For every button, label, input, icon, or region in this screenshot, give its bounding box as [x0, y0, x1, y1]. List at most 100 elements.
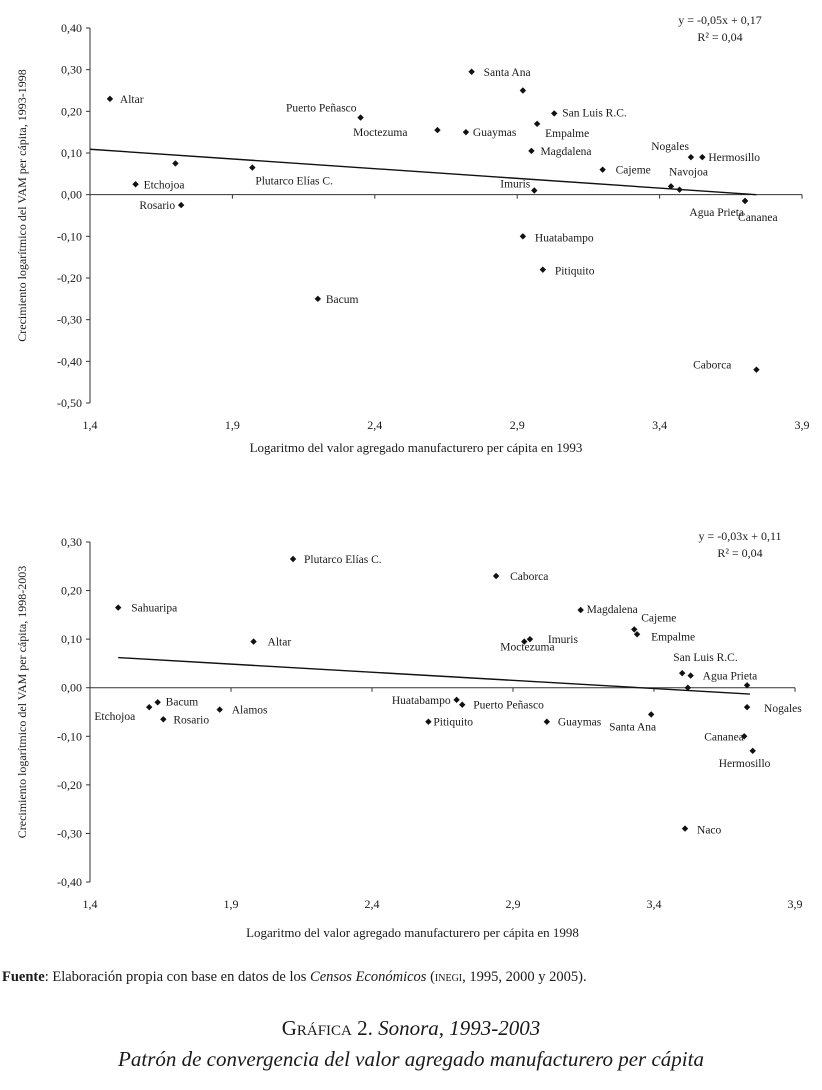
y-tick-label: -0,10 — [57, 229, 82, 243]
point-label: Naco — [697, 825, 722, 837]
data-point — [289, 555, 297, 563]
point-label: San Luis R.C. — [673, 652, 738, 664]
scatter-chart-1998-2003: 0,30 0,20 0,10 0,00 -0,10 -0,20 -0,30 -0,401,4 1… — [15, 529, 803, 940]
point-label: Rosario — [173, 714, 209, 726]
point-label: Santa Ana — [609, 721, 656, 733]
point-label: Hermosillo — [708, 152, 760, 164]
y-tick-label: 0,40 — [61, 21, 82, 35]
data-point — [177, 201, 185, 209]
data-point — [462, 128, 470, 136]
data-point — [115, 604, 122, 611]
data-point — [753, 366, 760, 373]
trend-equation: y = -0,03x + 0,11 — [698, 529, 781, 543]
data-point — [741, 197, 749, 205]
point-label: Alamos — [232, 705, 268, 717]
data-point — [647, 711, 655, 718]
x-tick-label: 1,4 — [83, 897, 98, 911]
data-point — [459, 701, 466, 708]
data-point — [146, 703, 153, 711]
point-label: Bacum — [166, 696, 199, 708]
point-label: Moctezuma — [353, 127, 407, 139]
point-label: Pitiquito — [555, 266, 595, 278]
y-axis-title: Crecimiento logarítmico del VAM per cápi… — [15, 566, 29, 839]
figure-caption-title: Sonora, 1993-2003 — [378, 1016, 541, 1040]
data-point — [314, 295, 322, 303]
point-label: Pitiquito — [433, 717, 473, 729]
point-label: Caborca — [510, 571, 548, 583]
point-label: Santa Ana — [484, 67, 531, 79]
source-org: INEGI — [434, 969, 463, 985]
point-label: Huatabampo — [535, 232, 594, 244]
y-tick-label: -0,40 — [57, 875, 82, 889]
point-label: Cananea — [704, 731, 744, 743]
y-tick-label: -0,50 — [57, 396, 82, 410]
point-label: Empalme — [545, 128, 589, 140]
point-label: Plutarco Elías C. — [304, 554, 382, 566]
data-point — [250, 638, 257, 645]
trend-r-squared: R² = 0,04 — [717, 546, 762, 560]
x-tick-label: 1,4 — [83, 418, 98, 432]
y-tick-label: 0,30 — [61, 535, 82, 549]
x-tick-label: 3,9 — [788, 897, 803, 911]
data-point — [543, 718, 551, 725]
x-tick-label: 2,4 — [365, 897, 380, 911]
data-point — [633, 631, 641, 638]
data-point — [676, 186, 683, 193]
data-point — [357, 114, 364, 121]
point-label: Etchojoa — [144, 179, 185, 191]
figure-caption-label: Gráfica 2. — [281, 1016, 373, 1040]
data-point — [687, 672, 694, 679]
y-tick-label: -0,10 — [57, 729, 82, 743]
x-axis-title: Logaritmo del valor agregado manufacture… — [246, 925, 579, 940]
source-text-after: , 1995, 2000 y 2005). — [462, 969, 587, 985]
data-point — [749, 747, 756, 755]
x-tick-label: 2,9 — [510, 418, 525, 432]
data-point — [631, 626, 638, 633]
data-point — [160, 716, 167, 723]
figure-caption: Gráfica 2. Sonora, 1993-2003 — [0, 1016, 822, 1041]
source-italic-title: Censos Económicos — [310, 969, 427, 985]
y-tick-label: -0,20 — [57, 271, 82, 285]
data-point — [743, 703, 751, 711]
data-point — [519, 87, 527, 94]
data-point — [492, 572, 500, 580]
data-point — [526, 635, 534, 643]
data-point — [154, 699, 161, 706]
y-tick-label: -0,20 — [57, 778, 82, 792]
data-point — [681, 825, 689, 832]
point-label: Guaymas — [558, 717, 602, 729]
x-tick-label: 1,9 — [225, 418, 240, 432]
data-point — [699, 153, 706, 161]
point-label: Rosario — [139, 200, 175, 212]
data-point — [521, 638, 528, 645]
y-tick-label: -0,30 — [57, 826, 82, 840]
point-label: Altar — [268, 637, 292, 649]
data-point — [216, 706, 223, 713]
data-point — [687, 153, 695, 161]
y-tick-label: 0,00 — [61, 188, 82, 202]
data-point — [519, 233, 527, 240]
data-point — [599, 166, 606, 173]
point-label: Cajeme — [616, 165, 651, 177]
point-label: Moctezuma — [500, 642, 554, 654]
x-tick-label: 3,4 — [652, 418, 667, 432]
data-point — [132, 181, 139, 188]
data-point — [172, 160, 179, 167]
point-label: Guaymas — [473, 127, 517, 139]
data-point — [577, 606, 584, 614]
point-label: Nogales — [764, 703, 802, 715]
x-axis-title: Logaritmo del valor agregado manufacture… — [250, 440, 583, 455]
x-tick-label: 3,4 — [647, 897, 662, 911]
point-label: Imuris — [500, 179, 531, 191]
point-label: Magdalena — [587, 604, 638, 616]
point-label: Cajeme — [641, 612, 676, 624]
x-tick-label: 3,9 — [795, 418, 810, 432]
y-tick-label: 0,20 — [61, 104, 82, 118]
y-tick-label: 0,20 — [61, 584, 82, 598]
point-label: Nogales — [651, 141, 689, 153]
point-label: Agua Prieta — [703, 671, 758, 683]
point-label: Cananea — [738, 212, 778, 224]
trend-line — [89, 148, 757, 196]
point-label: Hermosillo — [719, 758, 771, 770]
data-point — [249, 164, 256, 171]
